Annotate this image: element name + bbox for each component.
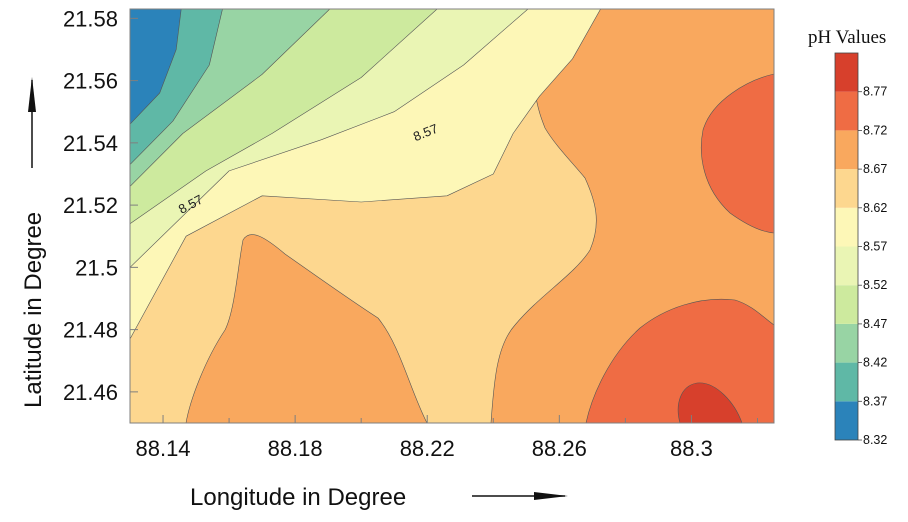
legend-swatch: [835, 169, 858, 208]
x-tick-label: 88.26: [532, 436, 587, 461]
region-8-72-lower-right: [585, 298, 774, 423]
legend-tick-label: 8.52: [863, 278, 887, 292]
y-tick-label: 21.56: [63, 69, 118, 94]
legend-swatch: [835, 130, 858, 170]
legend-tick-label: 8.77: [863, 85, 887, 99]
plot-frame: [129, 8, 775, 424]
legend-tick-label: 8.37: [863, 394, 887, 408]
legend-tick-label: 8.42: [863, 356, 887, 370]
legend-tick-label: 8.47: [863, 317, 887, 331]
y-tick-label: 21.5: [75, 255, 118, 280]
legend-swatch: [835, 53, 858, 92]
contour-layer: [130, 9, 774, 423]
x-axis-title: Longitude in Degree: [190, 484, 406, 511]
legend-tick-label: 8.57: [863, 240, 887, 254]
legend-swatch: [835, 323, 858, 363]
y-tick-label: 21.58: [63, 6, 118, 31]
legend-tick-label: 8.32: [863, 433, 887, 447]
legend-swatch: [835, 285, 858, 324]
legend-swatch: [835, 401, 858, 440]
x-axis-ticks: 88.14 88.18 88.22 88.26 88.3: [135, 415, 758, 461]
legend-swatch: [835, 207, 858, 247]
x-tick-label: 88.3: [670, 436, 713, 461]
y-tick-label: 21.52: [63, 193, 118, 218]
x-tick-label: 88.18: [268, 436, 323, 461]
y-tick-label: 21.48: [63, 318, 118, 343]
y-axis-ticks: 21.46 21.48 21.5 21.52 21.54 21.56 21.58: [63, 6, 138, 405]
upper-regions: [130, 9, 601, 340]
legend-swatch: [835, 246, 858, 286]
legend-title: pH Values: [808, 27, 886, 48]
x-axis-arrow-icon: [534, 492, 568, 500]
y-tick-label: 21.46: [63, 380, 118, 405]
legend: 8.32 8.37 8.42 8.47 8.52 8.57 8.62 8.67 8.72 8.77: [834, 52, 887, 447]
x-tick-label: 88.22: [400, 436, 455, 461]
legend-tick-label: 8.67: [863, 162, 887, 176]
legend-swatch: [835, 362, 858, 402]
x-tick-label: 88.14: [135, 436, 190, 461]
region-8-72-upper-right: [700, 73, 774, 234]
legend-swatch: [835, 91, 858, 131]
region-8-67-lower-left: [185, 234, 428, 423]
legend-tick-label: 8.62: [863, 201, 887, 215]
legend-tick-label: 8.72: [863, 123, 887, 137]
y-axis-title: Latitude in Degree: [20, 212, 47, 408]
y-tick-label: 21.54: [63, 131, 118, 156]
region-8-32: [130, 9, 182, 125]
y-axis-arrow-icon: [28, 77, 36, 112]
region-8-77: [677, 382, 743, 423]
